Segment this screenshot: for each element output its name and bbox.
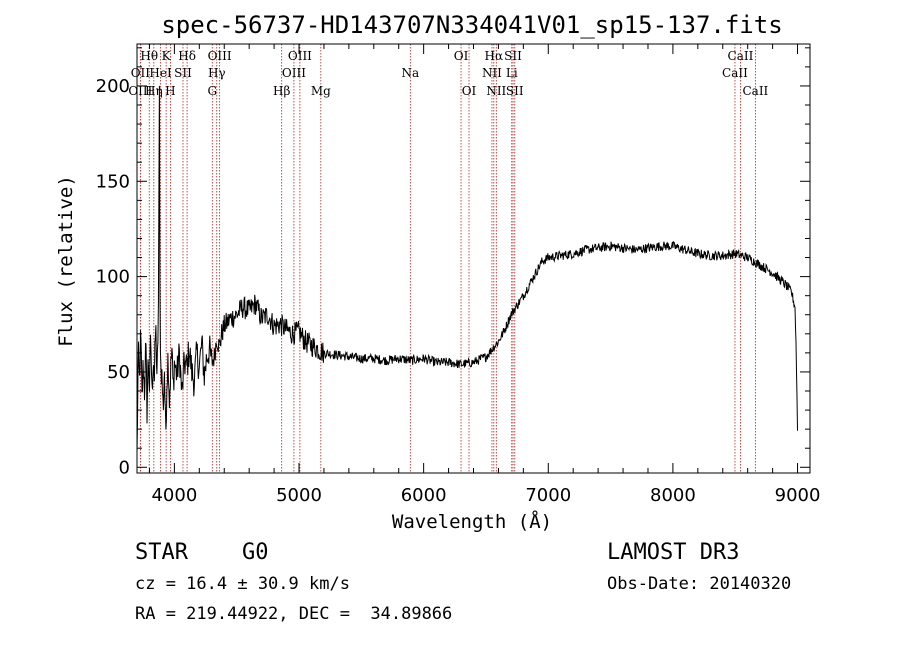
x-tick-label: 7000 — [525, 485, 571, 506]
line-label-16: Na — [401, 66, 419, 80]
line-label-9: G — [207, 84, 217, 98]
survey-name: LAMOST DR3 — [607, 540, 740, 565]
y-tick-label: 100 — [96, 267, 130, 288]
line-label-5: K — [162, 49, 172, 63]
x-axis-ticks: 4000 5000 6000 7000 8000 9000 — [148, 44, 821, 506]
x-tick-label: 9000 — [775, 485, 821, 506]
redshift-cz: cz = 16.4 ± 30.9 km/s — [135, 574, 350, 594]
line-label-6: H — [165, 84, 175, 98]
x-tick-label: 6000 — [401, 485, 447, 506]
line-label-10: Hγ — [208, 66, 226, 80]
line-label-4: HeI — [149, 66, 172, 80]
line-label-12: Hβ — [273, 84, 290, 98]
line-label-13: OIII — [282, 66, 306, 80]
line-label-18: OI — [462, 84, 477, 98]
line-label-17: OI — [454, 49, 469, 63]
chart-title: spec-56737-HD143707N334041V01_sp15-137.f… — [161, 11, 782, 39]
y-tick-label: 50 — [107, 362, 130, 383]
y-axis-label: Flux (relative) — [55, 175, 77, 347]
line-label-26: CaII — [728, 49, 754, 63]
line-label-24: SII — [506, 84, 524, 98]
line-label-8: Hδ — [178, 49, 196, 63]
plot-frame — [136, 43, 811, 474]
line-label-14: OIII — [288, 49, 312, 63]
line-label-21: NII — [486, 84, 506, 98]
y-tick-label: 0 — [119, 457, 130, 478]
x-tick-label: 8000 — [650, 485, 696, 506]
object-subclass: G0 — [242, 540, 269, 565]
object-class: STAR — [135, 540, 188, 565]
x-tick-label: 4000 — [151, 485, 197, 506]
line-label-19: NII — [482, 66, 502, 80]
x-tick-label: 5000 — [276, 485, 322, 506]
line-label-23: SII — [504, 49, 522, 63]
line-label-22: Li — [506, 66, 518, 80]
line-label-11: OIII — [208, 49, 232, 63]
spectral-line-labels: HθOIIOIIIHηHeIKHSIIHδGHγOIIIHβOIIIOIIIMg… — [128, 49, 768, 98]
line-label-0: Hθ — [140, 49, 158, 63]
spectral-line-markers — [139, 44, 756, 473]
y-axis-ticks: 0 50 100 150 200 — [96, 47, 810, 478]
line-label-27: CaII — [742, 84, 768, 98]
line-label-20: Hα — [485, 49, 504, 63]
line-label-2: OIII — [128, 84, 152, 98]
x-axis-label: Wavelength (Å) — [392, 510, 552, 533]
line-label-25: CaII — [722, 66, 748, 80]
y-tick-label: 200 — [96, 76, 130, 97]
observation-date: Obs-Date: 20140320 — [607, 574, 792, 594]
line-label-1: OII — [131, 66, 151, 80]
spectrum-series-line — [136, 85, 798, 453]
line-label-3: Hη — [145, 84, 163, 98]
ra-dec-coordinates: RA = 219.44922, DEC = 34.89866 — [135, 604, 453, 624]
y-tick-label: 150 — [96, 171, 130, 192]
line-label-7: SII — [174, 66, 192, 80]
line-label-15: Mg — [311, 84, 331, 98]
